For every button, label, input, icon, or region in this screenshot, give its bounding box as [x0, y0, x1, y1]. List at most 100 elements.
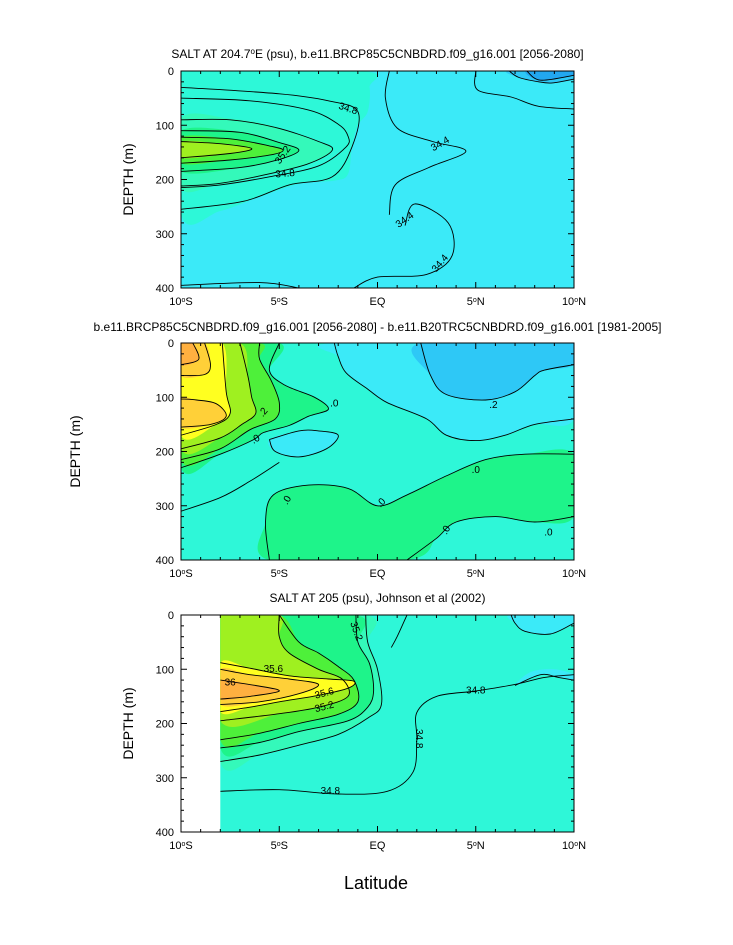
contour-label-1: 35.6 [264, 664, 284, 675]
contour-line-9 [510, 615, 575, 635]
contour-line-1 [420, 343, 574, 401]
y-tick-label-4: 400 [156, 555, 174, 567]
y-tick-label-2: 200 [156, 447, 174, 459]
contour-line-4 [181, 136, 284, 164]
x-tick-label-1: 5oS [271, 568, 288, 580]
x-tick-label-4: 10oN [562, 296, 586, 308]
contour-line-4 [181, 343, 281, 461]
contour-label-8: .0 [544, 528, 553, 539]
y-tick-label-1: 100 [156, 664, 174, 676]
panel-title: SALT AT 205 (psu), Johnson et al (2002) [270, 591, 486, 605]
contour-line-7 [181, 398, 227, 428]
y-tick-label-4: 400 [156, 283, 174, 295]
y-axis-label: DEPTH (m) [120, 687, 136, 759]
x-tick-label-0: 10oS [169, 568, 193, 580]
contour-label-1: .0 [330, 398, 339, 409]
contour-line-4 [220, 662, 356, 713]
contour-line-3 [181, 343, 329, 469]
contour-line-6 [181, 343, 231, 436]
contour-line-12 [406, 516, 574, 560]
contour-line-8 [390, 615, 408, 648]
contour-label-6: 34.8 [413, 729, 424, 749]
y-tick-label-2: 200 [156, 719, 174, 731]
contour-fill-region-11 [257, 449, 574, 560]
contour-label-4: 35.2 [314, 699, 336, 715]
y-axis-label: DEPTH (m) [67, 415, 83, 487]
y-tick-label-1: 100 [156, 120, 174, 132]
contour-line-1 [220, 615, 375, 749]
contour-line-11 [264, 453, 574, 560]
y-tick-label-0: 0 [168, 338, 174, 350]
contour-fill-group: 34.835.234.834.434.434.4 [181, 71, 574, 288]
y-tick-label-3: 300 [156, 773, 174, 785]
contour-line-11 [526, 71, 574, 81]
contour-line-8 [353, 203, 455, 288]
contour-line-9 [474, 71, 574, 110]
contour-label-7: 34.8 [321, 786, 341, 797]
y-tick-label-0: 0 [168, 66, 174, 78]
contour-line-8 [181, 343, 211, 377]
contour-label-2: 36 [225, 677, 237, 688]
x-tick-label-0: 10oS [169, 296, 193, 308]
contour-line-1 [181, 97, 350, 189]
x-tick-label-3: 5oN [467, 568, 485, 580]
contour-fill-region-8 [181, 397, 227, 429]
contour-label-4: .0 [472, 465, 481, 476]
x-tick-label-1: 5oS [271, 296, 288, 308]
contour-line-3 [181, 130, 300, 172]
y-axis-label: DEPTH (m) [120, 143, 136, 215]
x-tick-label-2: EQ [370, 568, 386, 580]
contour-line-10 [508, 71, 574, 84]
contour-label-2: 34.8 [275, 168, 296, 181]
contour-line-5 [181, 141, 253, 159]
contour-label-5: 34.8 [466, 686, 486, 697]
contour-line-2 [268, 429, 339, 458]
contour-line-7 [181, 282, 299, 288]
x-tick-label-2: EQ [370, 840, 386, 852]
x-tick-label-4: 10oN [562, 568, 586, 580]
contour-line-3 [220, 615, 350, 722]
panel-title: SALT AT 204.7oE (psu), b.e11.BRCP85C5CNB… [171, 47, 583, 62]
y-tick-label-0: 0 [168, 610, 174, 622]
contour-fill-region-2 [411, 343, 574, 401]
contour-label-3: .2 [489, 400, 498, 411]
y-tick-label-1: 100 [156, 392, 174, 404]
contour-line-10 [514, 673, 575, 686]
contour-line-5 [220, 668, 319, 705]
contour-label-3: 35.6 [314, 686, 336, 702]
panel-title: b.e11.BRCP85C5CNBDRD.f09_g16.001 [2056-2… [94, 320, 662, 334]
x-axis-label: Latitude [344, 873, 408, 893]
x-tick-label-0: 10oS [169, 840, 193, 852]
contour-fill-region-3 [267, 430, 339, 457]
x-tick-label-4: 10oN [562, 840, 586, 852]
x-tick-label-1: 5oS [271, 840, 288, 852]
contour-fill-region-1 [507, 615, 575, 635]
y-tick-label-4: 400 [156, 827, 174, 839]
contour-fill-region-2 [514, 669, 575, 686]
panel-top: 34.835.234.834.434.434.4 10oS 5oS EQ 5oN 10oN… [120, 47, 586, 309]
contour-line-0 [181, 86, 360, 210]
contour-line-6 [220, 679, 280, 700]
contour-fill-region-9 [220, 679, 280, 700]
contour-line-5 [181, 343, 257, 450]
contour-fill-region-7 [181, 140, 252, 159]
contour-line-6 [384, 71, 467, 215]
contour-line-10 [181, 462, 280, 512]
x-tick-label-3: 5oN [467, 840, 485, 852]
contour-line-9 [181, 343, 200, 366]
contour-fill-region-10 [181, 343, 200, 366]
y-tick-label-3: 300 [156, 229, 174, 241]
x-tick-label-2: EQ [370, 296, 386, 308]
y-tick-label-2: 200 [156, 175, 174, 187]
contour-line-2 [181, 118, 334, 187]
contour-line-0 [333, 343, 574, 442]
contour-line-0 [220, 615, 383, 762]
x-tick-label-3: 5oN [467, 296, 485, 308]
contour-fill-group: .2.0.0.2.0.0.0.0.0 [181, 343, 574, 560]
y-tick-label-3: 300 [156, 501, 174, 513]
contour-line-2 [220, 615, 360, 741]
